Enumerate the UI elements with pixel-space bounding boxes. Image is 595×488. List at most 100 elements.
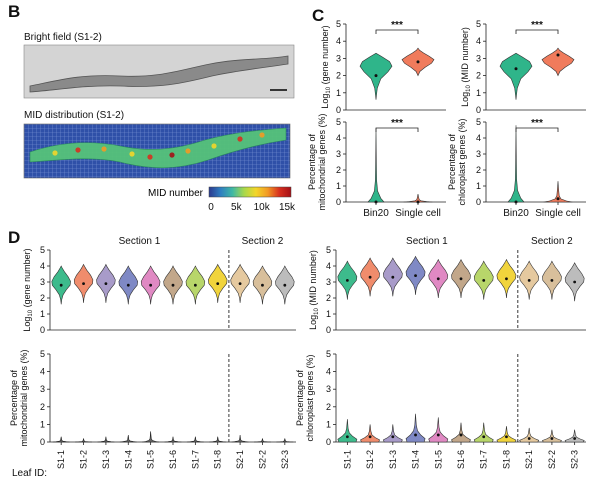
x-tick-label-1: Single cell	[535, 208, 581, 219]
y-tick-label-4: 4	[476, 133, 481, 143]
violin-s1-2	[360, 424, 380, 443]
violin-single-cell	[541, 47, 575, 77]
y-axis-label: Log10 (MID number)	[308, 250, 320, 330]
y-tick-label-4: 4	[476, 36, 481, 46]
chart-c-gene-number: 0 1 2 3 4 5 Log10 (gene number) ***	[320, 19, 446, 115]
median-dot	[82, 282, 85, 285]
x-tick-label-s1-8: S1-8	[213, 450, 223, 469]
heat-spot	[101, 146, 107, 152]
colorbar-tick-3: 15k	[279, 202, 296, 213]
median-dot	[368, 275, 372, 279]
panel-label-d: D	[8, 228, 21, 247]
section-1-label: Section 1	[406, 236, 448, 247]
violin-s2-2	[541, 429, 562, 443]
chart-c-mid-number: 0 1 2 3 4 5 Log10 (MID number) ***	[460, 19, 586, 115]
y-tick-label-4: 4	[326, 261, 331, 271]
heat-spot	[147, 154, 153, 160]
y-axis-label-line2: mitochondrial genes (%)	[19, 349, 29, 446]
violin-s1-5	[142, 431, 160, 443]
y-axis-label-line1: Percentage of	[307, 133, 317, 190]
chart-d-mito: 0 1 2 3 4 5 Percentage of mitochondrial genes (…	[9, 349, 296, 479]
mid-distribution-image	[23, 123, 291, 179]
y-tick-label-1: 1	[476, 88, 481, 98]
y-tick-label-1: 1	[336, 88, 341, 98]
violin-s1-4	[119, 434, 137, 443]
x-tick-label-s1-5: S1-5	[146, 450, 156, 469]
significance-stars: ***	[391, 20, 403, 31]
colorbar-title: MID number	[148, 188, 204, 199]
violin-single-cell	[543, 181, 573, 203]
median-dot	[216, 282, 220, 285]
y-tick-label-3: 3	[326, 277, 331, 287]
median-dot	[514, 67, 518, 71]
significance-bracket	[375, 127, 419, 132]
colorbar-tick-1: 5k	[231, 202, 243, 213]
x-tick-label-s1-2: S1-2	[79, 450, 89, 469]
y-tick-label-0: 0	[336, 105, 341, 115]
bright-field-image	[23, 44, 295, 99]
violin-s1-2	[75, 438, 93, 443]
x-tick-label-s1-4: S1-4	[411, 450, 421, 469]
colorbar-tick-2: 10k	[254, 202, 271, 213]
x-tick-label-0: Bin20	[363, 208, 389, 219]
x-tick-label-s1-3: S1-3	[101, 450, 111, 469]
y-axis-label-line1: Percentage of	[295, 369, 305, 426]
y-tick-label-2: 2	[336, 165, 341, 175]
y-tick-label-0: 0	[326, 437, 331, 447]
heat-spot	[185, 148, 191, 154]
y-tick-label-0: 0	[476, 197, 481, 207]
y-tick-label-4: 4	[40, 367, 45, 377]
section-1-label: Section 1	[119, 236, 161, 247]
y-tick-label-1: 1	[476, 181, 481, 191]
median-dot	[374, 74, 378, 78]
y-tick-label-5: 5	[326, 349, 331, 359]
y-tick-label-0: 0	[336, 197, 341, 207]
violin-s1-6	[451, 422, 471, 443]
bright-field-title: Bright field (S1-2)	[24, 32, 102, 43]
y-tick-label-2: 2	[40, 402, 45, 412]
x-tick-label-s1-1: S1-1	[342, 450, 352, 469]
x-tick-label-s2-3: S2-3	[280, 450, 290, 469]
colorbar-gradient	[208, 186, 292, 198]
y-axis-label-line1: Percentage of	[9, 369, 19, 426]
median-dot	[550, 437, 554, 440]
violin-s1-8	[209, 436, 227, 443]
y-tick-label-2: 2	[336, 71, 341, 81]
colorbar: MID number 0 5k 10k 15k	[148, 186, 296, 213]
median-dot	[368, 435, 372, 439]
y-tick-label-1: 1	[326, 309, 331, 319]
median-dot	[345, 279, 349, 282]
y-tick-label-4: 4	[336, 36, 341, 46]
violin-bin20	[507, 125, 525, 203]
chart-c-chloro: 0 1 2 3 4 5 Percentage of chloroplast genes (%)…	[447, 117, 586, 219]
median-dot	[556, 53, 560, 57]
median-dot	[193, 283, 197, 287]
x-tick-label-0: Bin20	[503, 208, 529, 219]
x-tick-label-s1-3: S1-3	[388, 450, 398, 469]
median-dot	[414, 274, 417, 277]
y-axis-label-line2: chloroplast genes (%)	[457, 118, 467, 205]
mid-distribution-title: MID distribution (S1-2)	[24, 110, 125, 121]
chart-d-gene-number: 0 1 2 3 4 5 Log10 (gene number) Section 1 Sectio…	[22, 236, 296, 335]
x-tick-label-s1-7: S1-7	[190, 450, 200, 469]
violin-s2-3	[564, 429, 585, 443]
median-dot	[261, 283, 264, 287]
violin-bin20	[367, 128, 385, 203]
y-axis-label-line1: Percentage of	[447, 133, 457, 190]
violin-s1-6	[164, 436, 182, 443]
violin-s2-1	[519, 427, 540, 443]
violin-s1-3	[97, 436, 115, 443]
y-tick-label-1: 1	[40, 309, 45, 319]
y-tick-label-1: 1	[336, 181, 341, 191]
y-tick-label-0: 0	[40, 325, 45, 335]
violin-s1-3	[382, 424, 403, 443]
y-tick-label-0: 0	[326, 325, 331, 335]
y-tick-label-0: 0	[476, 105, 481, 115]
median-dot	[59, 283, 63, 287]
y-tick-label-3: 3	[336, 149, 341, 159]
violin-s1-7	[186, 436, 204, 443]
median-dot	[527, 279, 531, 282]
panel-label-b: B	[8, 2, 21, 21]
y-tick-label-2: 2	[40, 293, 45, 303]
